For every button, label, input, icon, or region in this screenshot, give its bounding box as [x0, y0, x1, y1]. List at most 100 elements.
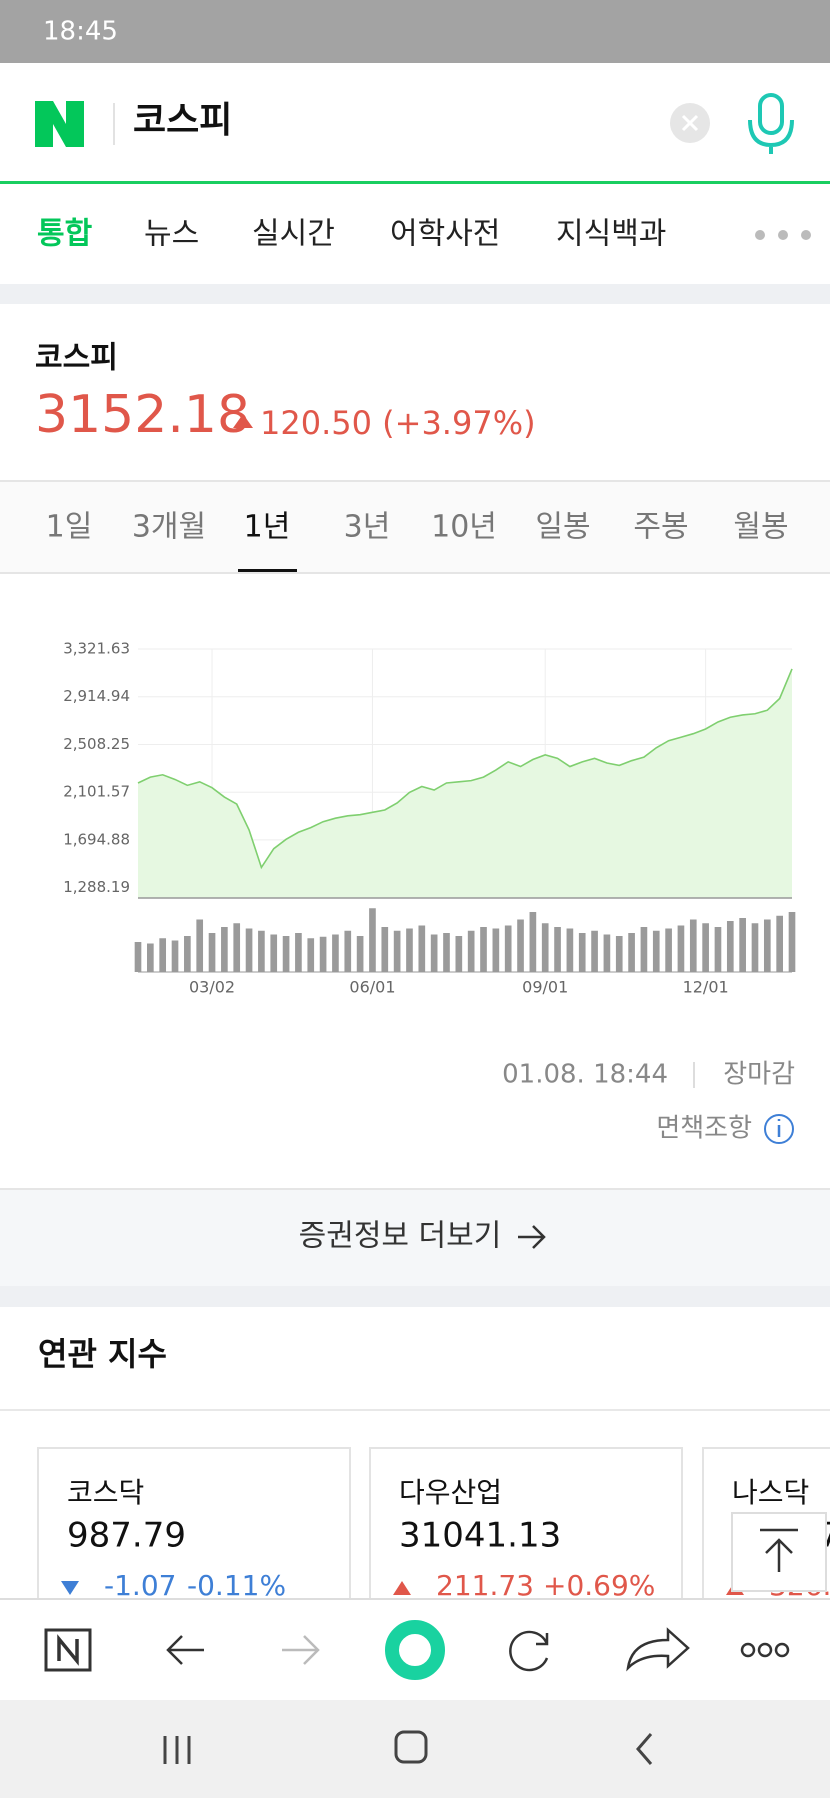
more-button[interactable]: 증권정보 더보기	[299, 1219, 502, 1254]
index-change: 120.50 (+3.97%)	[260, 404, 536, 442]
y-tick-label: 1,694.88	[63, 830, 130, 848]
more-dot[interactable]	[801, 230, 811, 240]
back[interactable]	[166, 1635, 204, 1665]
period-bar	[0, 481, 830, 573]
share[interactable]	[626, 1627, 690, 1672]
period-tab[interactable]: 1년	[244, 510, 291, 545]
volume-bar	[739, 918, 746, 972]
volume-bar	[517, 919, 524, 972]
more-dot[interactable]	[778, 230, 788, 240]
x-tick-label: 03/02	[189, 978, 235, 997]
info-icon[interactable]	[764, 1114, 794, 1144]
period-tab[interactable]: 1일	[46, 510, 93, 545]
volume-bar	[603, 934, 611, 972]
card-name: 나스닥	[732, 1476, 809, 1509]
volume-bar	[763, 919, 771, 972]
android-home[interactable]	[394, 1730, 428, 1764]
volume-bar	[504, 925, 512, 972]
volume-bar	[147, 943, 154, 972]
mic-icon[interactable]	[758, 93, 784, 135]
volume-bar	[492, 928, 500, 972]
volume-bar	[788, 912, 796, 972]
tab[interactable]: 지식백과	[556, 217, 666, 252]
search-underline	[0, 181, 830, 184]
volume-bar	[356, 936, 364, 972]
volume-bar	[455, 936, 463, 972]
menu-dot[interactable]	[757, 1642, 773, 1658]
period-tab[interactable]: 월봉	[733, 510, 788, 545]
volume-bar	[381, 927, 389, 972]
y-tick-label: 2,508.25	[63, 735, 130, 753]
tab[interactable]: 뉴스	[144, 217, 199, 252]
volume-bar	[652, 930, 660, 972]
green-dot[interactable]	[385, 1620, 445, 1680]
volume-bar	[665, 928, 672, 972]
volume-bar	[430, 934, 438, 972]
period-tab[interactable]: 3년	[344, 510, 391, 545]
period-tab[interactable]: 10년	[431, 510, 497, 545]
menu-dot[interactable]	[774, 1642, 790, 1658]
volume-bar	[751, 923, 759, 972]
disclaimer[interactable]: 면책조항	[656, 1114, 752, 1144]
volume-bar	[578, 933, 586, 972]
naver-logo[interactable]	[35, 101, 84, 147]
reload[interactable]	[509, 1630, 549, 1672]
tab[interactable]: 통합	[37, 217, 93, 252]
forward[interactable]	[282, 1635, 320, 1665]
index-name: 코스피	[35, 341, 118, 376]
card-value: 31041.13	[399, 1516, 561, 1556]
volume-bar	[258, 930, 265, 972]
volume-bar	[221, 927, 228, 972]
volume-bar	[270, 934, 278, 972]
volume-bar	[640, 927, 648, 972]
card-name: 다우산업	[399, 1476, 502, 1509]
volume-bar	[295, 933, 302, 972]
tab[interactable]: 어학사전	[390, 217, 500, 252]
volume-bar	[319, 936, 327, 972]
status-bar	[0, 0, 830, 63]
home-n[interactable]	[44, 1628, 92, 1672]
volume-bar	[418, 925, 426, 972]
period-tab[interactable]: 3개월	[132, 510, 206, 545]
volume-bar	[282, 936, 290, 972]
period-tab[interactable]: 주봉	[633, 510, 688, 545]
volume-bar	[726, 921, 734, 972]
up-triangle	[393, 1581, 411, 1595]
card-rate: -0.11%	[187, 1569, 286, 1602]
volume-bar	[196, 919, 204, 972]
x-tick-label: 06/01	[349, 978, 395, 997]
volume-bar	[307, 938, 315, 972]
status-time: 18:45	[43, 17, 118, 47]
volume-bar	[628, 933, 635, 972]
area	[138, 668, 792, 898]
y-tick-label: 1,288.19	[63, 878, 130, 896]
card-name: 코스닥	[67, 1476, 144, 1509]
up-triangle	[233, 414, 253, 428]
section-gap	[0, 284, 830, 304]
volume-bar	[245, 928, 253, 972]
menu-dot[interactable]	[740, 1642, 756, 1658]
volume-bar	[677, 925, 685, 972]
y-tick-label: 3,321.63	[63, 640, 130, 658]
tab[interactable]: 실시간	[252, 217, 335, 252]
volume-bar	[615, 936, 623, 972]
volume-bar	[208, 933, 216, 972]
volume-bar	[393, 930, 401, 972]
search-query[interactable]: 코스피	[133, 100, 232, 141]
more-dot[interactable]	[755, 230, 765, 240]
android-back[interactable]	[636, 1733, 653, 1765]
volume-bar	[344, 930, 352, 972]
y-tick-label: 2,101.57	[63, 783, 130, 801]
related-title: 연관 지수	[38, 1335, 167, 1373]
x-tick-label: 09/01	[522, 978, 568, 997]
timestamp: 01.08. 18:44	[502, 1060, 668, 1090]
volume-bar	[591, 930, 598, 972]
volume-bar	[332, 934, 339, 972]
period-tab[interactable]: 일봉	[535, 510, 590, 545]
y-tick-label: 2,914.94	[63, 687, 130, 705]
volume-bar	[443, 933, 450, 972]
volume-bar	[233, 923, 241, 972]
more-band[interactable]	[0, 1189, 830, 1286]
